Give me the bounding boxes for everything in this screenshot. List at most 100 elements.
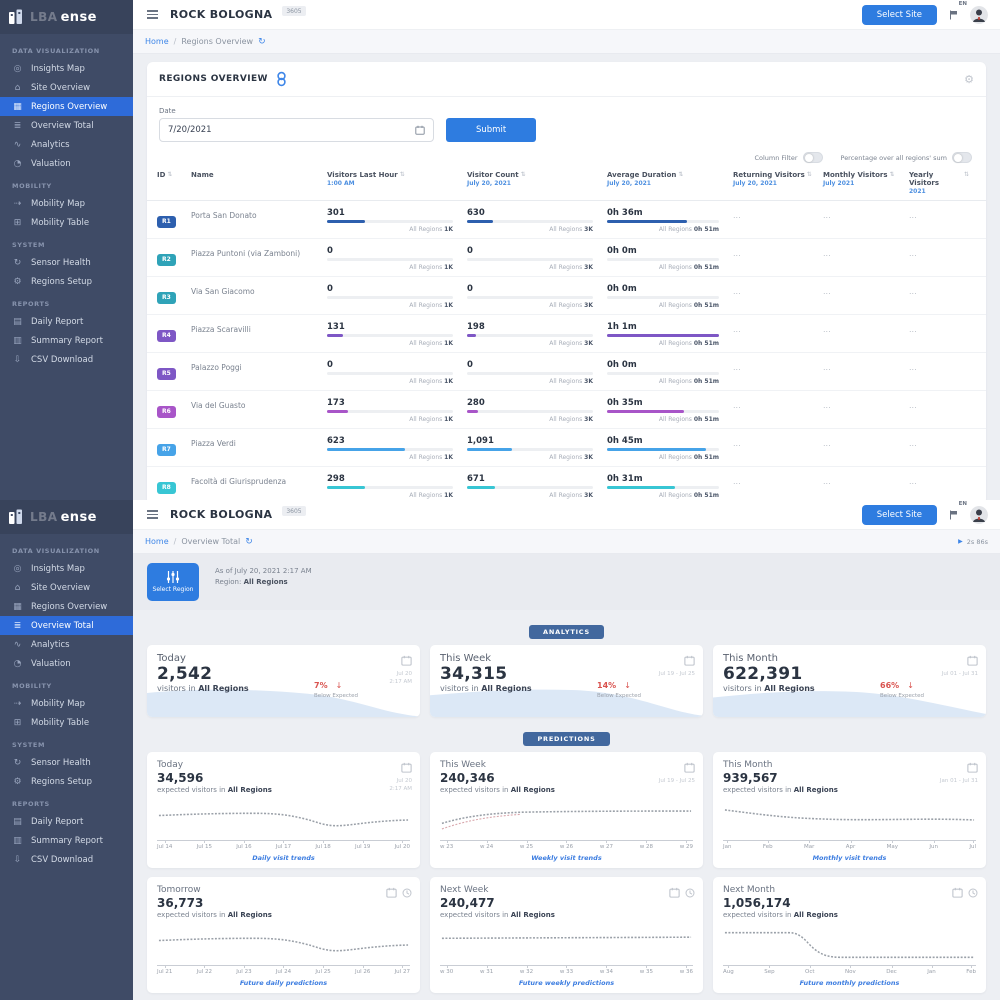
column-header[interactable]: Returning Visitors ⇅ July 20, 2021 xyxy=(733,171,812,187)
refresh-timer[interactable]: ▶ 2s 86s xyxy=(958,537,988,546)
sidebar-item[interactable]: ▥ Summary Report xyxy=(0,831,133,850)
play-icon[interactable]: ▶ xyxy=(958,538,963,545)
visitors-last-hour-cell: 301 All Regions 1K xyxy=(327,208,453,233)
x-axis-ticks: Jan Feb Mar Apr May Jun Jul xyxy=(723,840,976,850)
expected-visitors-value: 240,346 xyxy=(440,771,495,785)
bar-track xyxy=(327,334,453,337)
avatar[interactable] xyxy=(970,5,988,24)
sidebar-item[interactable]: ↻ Sensor Health xyxy=(0,753,133,772)
prediction-card: Tomorrow 36,773 expected visitors in All… xyxy=(147,877,420,993)
sort-icon: ⇅ xyxy=(167,171,173,178)
bar-fill xyxy=(607,220,687,223)
trend-link[interactable]: Monthly visit trends xyxy=(812,854,887,862)
sidebar-item[interactable]: ≣ Overview Total xyxy=(0,116,133,135)
sidebar-item[interactable]: ▤ Daily Report xyxy=(0,312,133,331)
brand-logo[interactable]: LBA ense xyxy=(0,500,133,534)
column-header[interactable]: Average Duration ⇅ July 20, 2021 xyxy=(607,171,684,187)
refresh-icon[interactable]: ↻ xyxy=(258,36,266,47)
yearly-visitors-cell: ... xyxy=(909,211,917,220)
sidebar-item[interactable]: ⚙ Regions Setup xyxy=(0,772,133,791)
prediction-link[interactable]: Future monthly predictions xyxy=(799,979,900,987)
breadcrumb-home[interactable]: Home xyxy=(145,537,169,546)
sidebar-item[interactable]: ◎ Insights Map xyxy=(0,559,133,578)
calendar-icon[interactable] xyxy=(415,125,425,135)
sidebar-item[interactable]: ▦ Regions Overview xyxy=(0,597,133,616)
prediction-card: Next Month 1,056,174 expected visitors i… xyxy=(713,877,986,993)
sort-icon: ⇅ xyxy=(399,171,405,178)
card-corner-icons xyxy=(386,883,412,902)
table-row[interactable]: R5 Palazzo Poggi 0 All Regions 1K 0 xyxy=(147,353,986,391)
percentage-toggle[interactable] xyxy=(952,152,972,163)
table-header-row: ID ⇅ Name xyxy=(147,165,986,201)
monthly-visitors-cell: ... xyxy=(823,325,831,334)
prediction-link[interactable]: Future weekly predictions xyxy=(518,979,615,987)
sidebar-item[interactable]: ◔ Valuation xyxy=(0,654,133,673)
trend-sparkline xyxy=(158,937,409,952)
refresh-icon[interactable]: ↻ xyxy=(245,536,253,547)
sidebar-item[interactable]: ↻ Sensor Health xyxy=(0,253,133,272)
select-site-button[interactable]: Select Site xyxy=(861,4,937,25)
sidebar-item[interactable]: ▦ Regions Overview xyxy=(0,97,133,116)
trend-link[interactable]: Daily visit trends xyxy=(252,854,315,862)
sidebar-item[interactable]: ◔ Valuation xyxy=(0,154,133,173)
card-corner-icons xyxy=(669,883,695,902)
sidebar-item[interactable]: ⇢ Mobility Map xyxy=(0,194,133,213)
hamburger-menu-icon[interactable] xyxy=(147,10,158,18)
table-row[interactable]: R2 Piazza Puntoni (via Zamboni) 0 All Re… xyxy=(147,239,986,277)
language-selector[interactable]: EN xyxy=(949,501,967,524)
column-header[interactable]: Yearly Visitors ⇅ 2021 xyxy=(909,171,969,195)
sidebar-item-icon: ⌂ xyxy=(14,582,21,593)
column-header[interactable]: ID ⇅ xyxy=(157,171,173,179)
sidebar-item[interactable]: ▥ Summary Report xyxy=(0,331,133,350)
sidebar-item[interactable]: ⇢ Mobility Map xyxy=(0,694,133,713)
submit-button[interactable]: Submit xyxy=(446,118,537,142)
table-row[interactable]: R3 Via San Giacomo 0 All Regions 1K 0 xyxy=(147,277,986,315)
column-header[interactable]: Visitors Last Hour ⇅ 1:00 AM xyxy=(327,171,405,187)
region-badge: R4 xyxy=(157,329,176,342)
select-region-button[interactable]: Select Region xyxy=(147,563,199,601)
column-header[interactable]: Monthly Visitors ⇅ July 2021 xyxy=(823,171,895,187)
sidebar-item[interactable]: ⌂ Site Overview xyxy=(0,78,133,97)
calendar-icon xyxy=(684,655,695,666)
brand-logo[interactable]: LBA ense xyxy=(0,0,133,34)
sidebar-item[interactable]: ⇩ CSV Download xyxy=(0,350,133,369)
table-row[interactable]: R6 Via del Guasto 173 All Regions 1K 280 xyxy=(147,391,986,429)
sidebar-item[interactable]: ◎ Insights Map xyxy=(0,59,133,78)
sidebar-item[interactable]: ⚙ Regions Setup xyxy=(0,272,133,291)
sidebar-item[interactable]: ▤ Daily Report xyxy=(0,812,133,831)
column-filter-toggle[interactable] xyxy=(802,152,823,163)
breadcrumb-home[interactable]: Home xyxy=(145,37,169,46)
date-range-corner: Jul 20 2:17 AM xyxy=(389,758,412,794)
sidebar-item[interactable]: ≣ Overview Total xyxy=(0,616,133,635)
prediction-link[interactable]: Future daily predictions xyxy=(239,979,328,987)
down-arrow-icon: ↓ xyxy=(907,681,914,690)
table-row[interactable]: R7 Piazza Verdi 623 All Regions 1K 1,091 xyxy=(147,429,986,467)
table-row[interactable]: R4 Piazza Scaravilli 131 All Regions 1K … xyxy=(147,315,986,353)
card-title: This Week xyxy=(440,653,492,664)
table-row[interactable]: R8 Facoltà di Giurisprudenza 298 All Reg… xyxy=(147,467,986,500)
sidebar-item[interactable]: ∿ Analytics xyxy=(0,135,133,154)
select-site-button[interactable]: Select Site xyxy=(861,504,937,525)
region-id-cell: R3 xyxy=(157,284,187,304)
monthly-visitors-cell: ... xyxy=(823,363,831,372)
sidebar-item[interactable]: ⊞ Mobility Table xyxy=(0,213,133,232)
bar-track xyxy=(607,410,719,413)
bar-fill xyxy=(607,410,685,413)
table-row[interactable]: R1 Porta San Donato 301 All Regions 1K 6… xyxy=(147,201,986,239)
settings-gear-icon[interactable]: ⚙ xyxy=(964,72,974,86)
hamburger-menu-icon[interactable] xyxy=(147,510,158,518)
region-name-cell: Piazza Scaravilli xyxy=(191,325,251,334)
monthly-visitors-cell: ... xyxy=(823,287,831,296)
avatar[interactable] xyxy=(970,505,988,524)
sidebar-item-label: Analytics xyxy=(31,639,70,650)
sidebar-item[interactable]: ∿ Analytics xyxy=(0,635,133,654)
column-header[interactable]: Name xyxy=(191,171,214,179)
language-selector[interactable]: EN xyxy=(949,1,967,24)
sidebar-item[interactable]: ⊞ Mobility Table xyxy=(0,713,133,732)
sidebar-item[interactable]: ⌂ Site Overview xyxy=(0,578,133,597)
sidebar-item-label: Analytics xyxy=(31,139,70,150)
trend-link[interactable]: Weekly visit trends xyxy=(531,854,602,862)
date-input[interactable]: 7/20/2021 xyxy=(159,118,434,142)
sidebar-item[interactable]: ⇩ CSV Download xyxy=(0,850,133,869)
column-header[interactable]: Visitor Count ⇅ July 20, 2021 xyxy=(467,171,526,187)
